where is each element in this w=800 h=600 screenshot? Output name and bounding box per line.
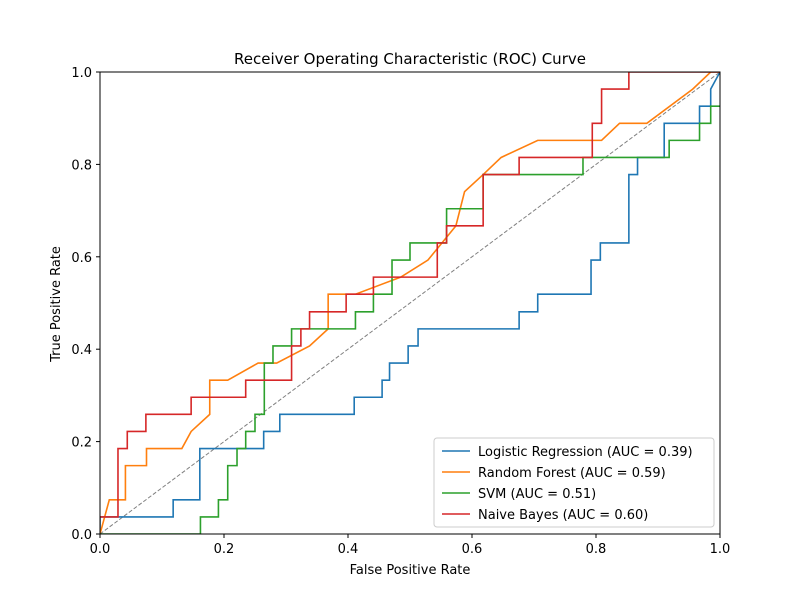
x-tick-label: 0.6 bbox=[462, 542, 483, 557]
legend-box bbox=[433, 437, 715, 528]
x-tick-label: 0.8 bbox=[586, 542, 607, 557]
legend-label-2: SVM (AUC = 0.51) bbox=[478, 487, 596, 502]
legend-label-0: Logistic Regression (AUC = 0.39) bbox=[478, 445, 693, 460]
legend-label-1: Random Forest (AUC = 0.59) bbox=[478, 466, 666, 481]
series-line-2 bbox=[100, 105, 720, 534]
y-tick-label: 0.6 bbox=[71, 251, 92, 266]
diagonal-reference-line bbox=[99, 71, 721, 535]
x-tick-label: 0.0 bbox=[90, 542, 111, 557]
legend: Logistic Regression (AUC = 0.39) Random F… bbox=[433, 437, 715, 528]
y-tick-label: 0.4 bbox=[71, 343, 92, 358]
legend-label-3: Naive Bayes (AUC = 0.60) bbox=[478, 508, 648, 523]
chart-title: Receiver Operating Characteristic (ROC) … bbox=[234, 50, 586, 68]
series-line-1 bbox=[100, 72, 720, 534]
y-tick-label: 1.0 bbox=[71, 66, 92, 81]
x-tick-label: 1.0 bbox=[710, 542, 731, 557]
x-tick-label: 0.4 bbox=[338, 542, 359, 557]
y-axis-label: True Positive Rate bbox=[49, 246, 64, 363]
plot-area: 0.0 0.2 0.4 0.6 0.8 1.0 0.0 0.2 0.4 0.6 0.8 1.0 bbox=[71, 66, 730, 557]
axes-frame bbox=[99, 71, 721, 535]
y-tick-label: 0.2 bbox=[71, 436, 92, 451]
y-tick-label: 0.8 bbox=[71, 158, 92, 173]
x-axis-label: False Positive Rate bbox=[350, 563, 471, 578]
y-tick-label: 0.0 bbox=[71, 528, 92, 543]
x-tick-label: 0.2 bbox=[214, 542, 235, 557]
series-line-3 bbox=[100, 72, 720, 518]
